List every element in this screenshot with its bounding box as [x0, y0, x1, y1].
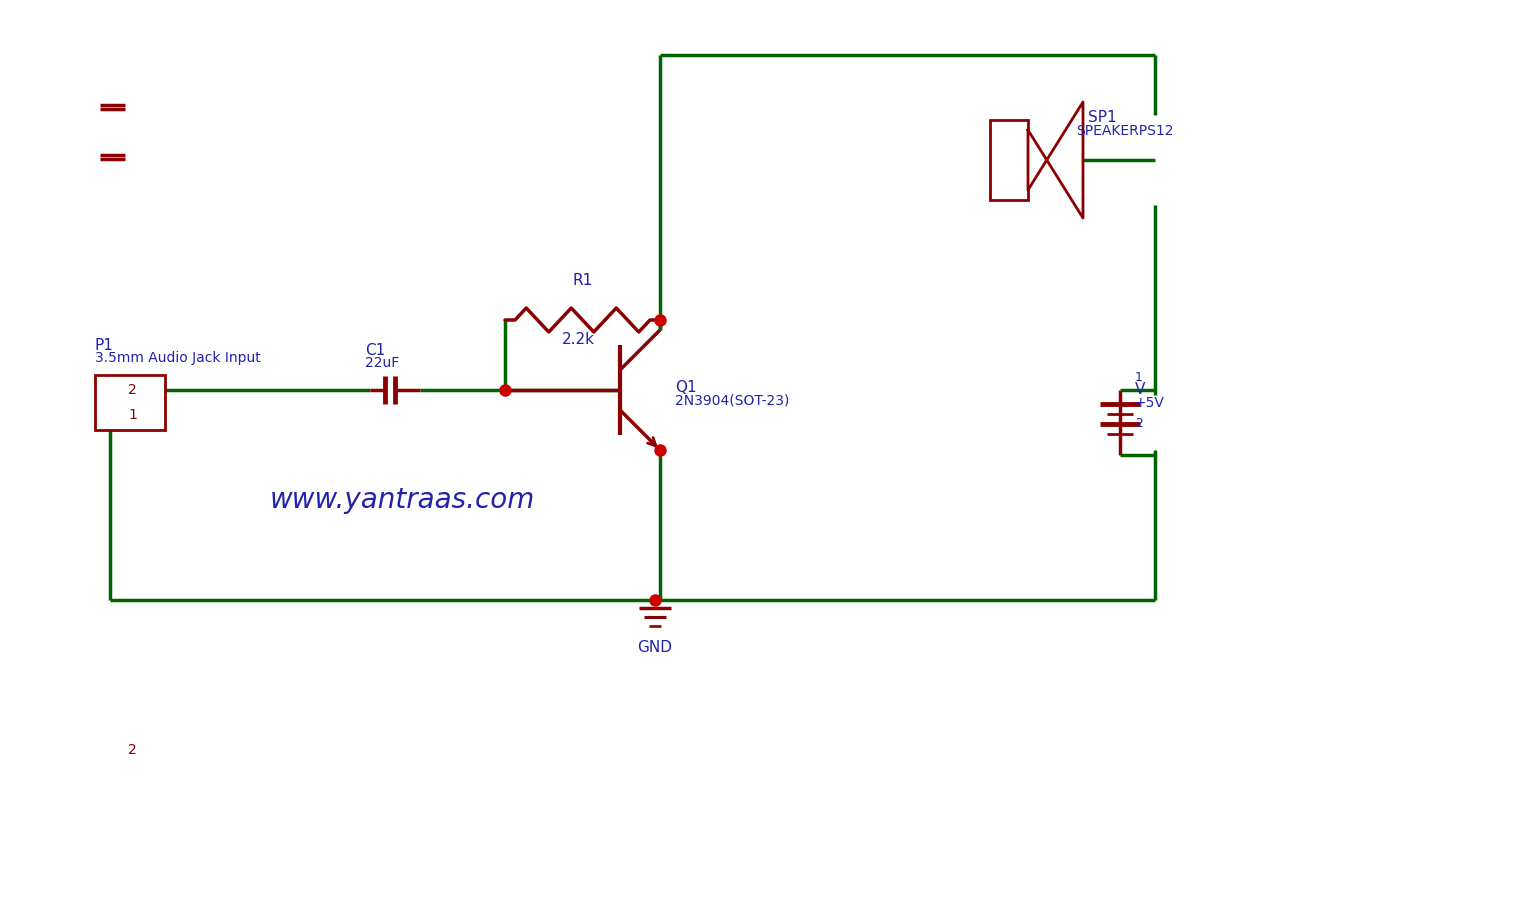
Text: GND: GND — [637, 640, 673, 655]
Text: 22uF: 22uF — [366, 356, 399, 370]
Text: SPEAKERPS12: SPEAKERPS12 — [1077, 124, 1174, 138]
Text: 3.5mm Audio Jack Input: 3.5mm Audio Jack Input — [95, 351, 261, 365]
Text: SP1: SP1 — [1087, 110, 1117, 125]
Text: 2: 2 — [127, 743, 137, 757]
Text: 2: 2 — [127, 383, 137, 397]
Bar — [95, 375, 164, 430]
Text: 2N3904(SOT-23): 2N3904(SOT-23) — [674, 394, 790, 408]
Text: P1: P1 — [95, 338, 114, 353]
Text: Q1: Q1 — [674, 380, 697, 395]
Text: +5V: +5V — [1135, 396, 1164, 410]
Text: C1: C1 — [366, 343, 386, 358]
Text: 1: 1 — [127, 408, 137, 422]
Text: 2.2k: 2.2k — [562, 332, 594, 347]
Text: R1: R1 — [571, 273, 593, 288]
Polygon shape — [1028, 102, 1083, 218]
Bar — [991, 120, 1028, 200]
Text: 1: 1 — [1135, 371, 1143, 384]
Text: 2: 2 — [1135, 417, 1143, 430]
Text: www.yantraas.com: www.yantraas.com — [270, 486, 535, 514]
Text: V: V — [1135, 382, 1146, 397]
